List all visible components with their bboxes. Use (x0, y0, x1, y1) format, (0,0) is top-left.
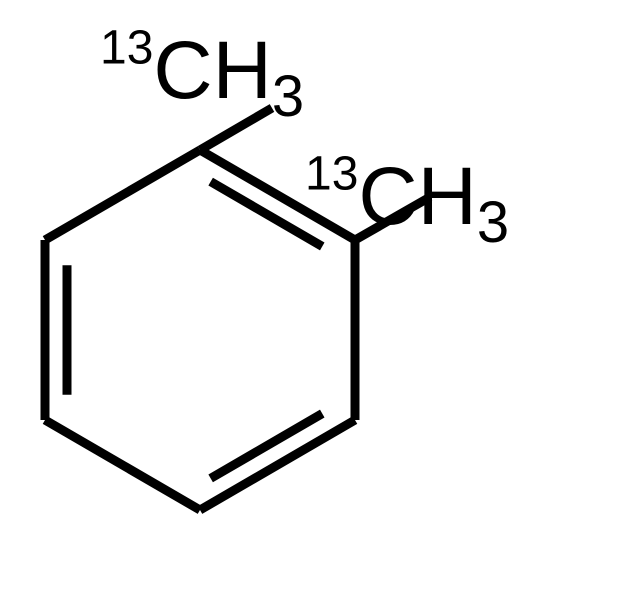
hydrogen-count-subscript: 3 (272, 64, 304, 129)
carbon-label: C (153, 25, 212, 116)
isotope-13-superscript: 13 (100, 22, 153, 75)
bond-ring-6 (45, 150, 200, 240)
carbon-label: C (358, 151, 417, 242)
hydrogen-label: H (213, 25, 272, 116)
methyl-label-1: 13CH3 (100, 22, 304, 129)
bond-ring-3 (200, 420, 355, 510)
isotope-13-superscript: 13 (305, 148, 358, 201)
bond-ring-4 (45, 420, 200, 510)
hydrogen-label: H (418, 151, 477, 242)
hydrogen-count-subscript: 3 (477, 190, 509, 255)
methyl-label-2: 13CH3 (305, 148, 509, 255)
